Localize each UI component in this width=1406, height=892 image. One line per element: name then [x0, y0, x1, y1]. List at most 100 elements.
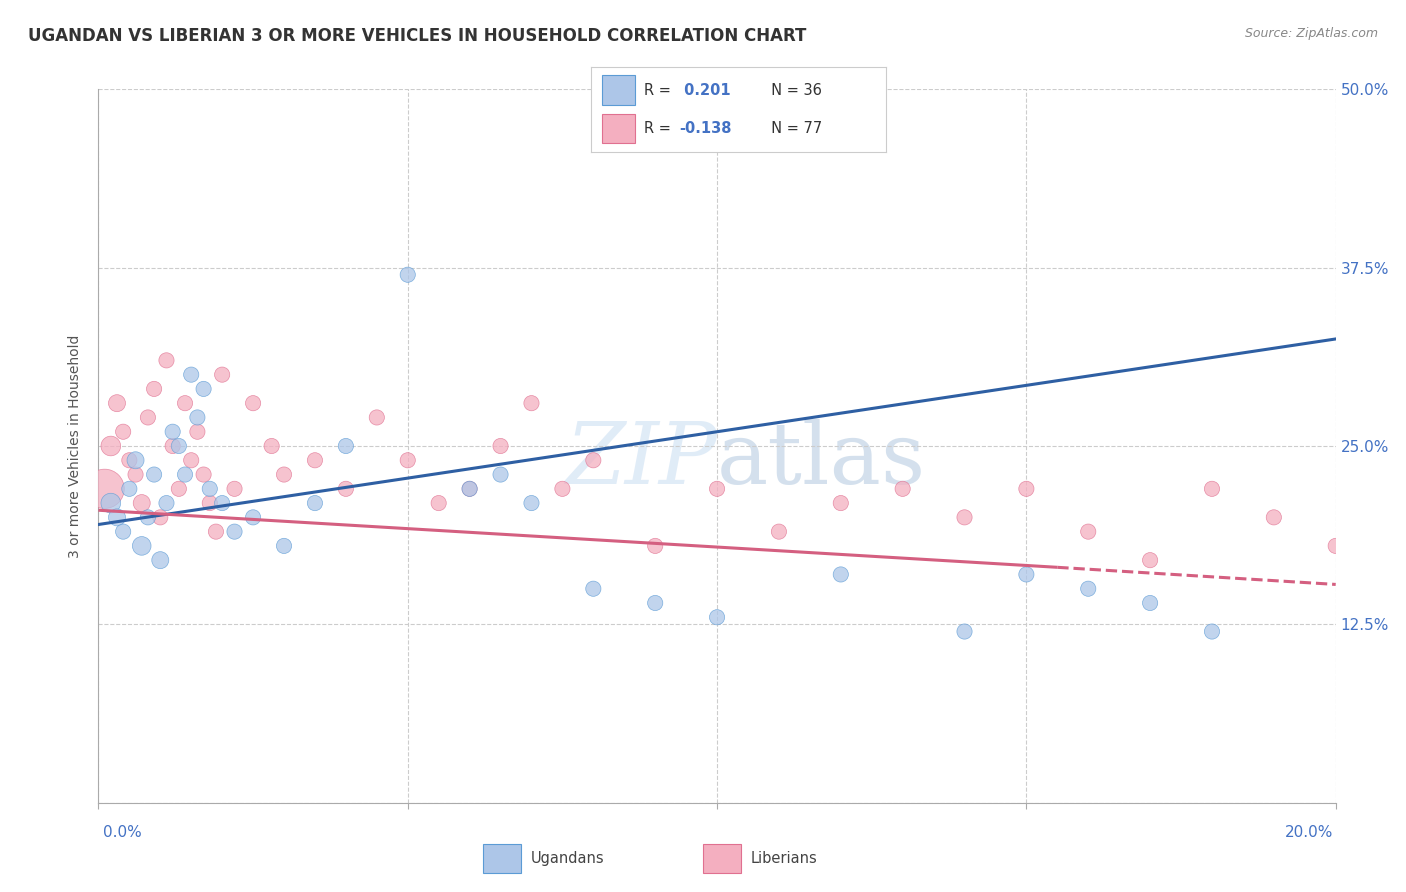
Bar	[602, 113, 636, 143]
Point	[458, 482, 481, 496]
Point	[551, 482, 574, 496]
Point	[143, 467, 166, 482]
Point	[193, 382, 215, 396]
Point	[242, 510, 264, 524]
Point	[167, 439, 190, 453]
Point	[582, 453, 605, 467]
Point	[891, 482, 914, 496]
Point	[112, 524, 135, 539]
Point	[143, 382, 166, 396]
Point	[100, 439, 122, 453]
Point	[93, 482, 115, 496]
Point	[224, 524, 246, 539]
Point	[112, 425, 135, 439]
Point	[1263, 510, 1285, 524]
Point	[193, 467, 215, 482]
Point	[186, 410, 208, 425]
Point	[1015, 482, 1038, 496]
Text: UGANDAN VS LIBERIAN 3 OR MORE VEHICLES IN HOUSEHOLD CORRELATION CHART: UGANDAN VS LIBERIAN 3 OR MORE VEHICLES I…	[28, 27, 807, 45]
Text: R =: R =	[644, 83, 675, 98]
Point	[396, 268, 419, 282]
Text: Ugandans: Ugandans	[531, 851, 605, 866]
Text: N = 36: N = 36	[762, 83, 821, 98]
Point	[953, 510, 976, 524]
Point	[118, 453, 141, 467]
Point	[198, 496, 221, 510]
Point	[489, 467, 512, 482]
Point	[162, 425, 184, 439]
Point	[105, 396, 128, 410]
Point	[304, 453, 326, 467]
Point	[1386, 482, 1406, 496]
Point	[205, 524, 228, 539]
Point	[273, 539, 295, 553]
Point	[1139, 596, 1161, 610]
Point	[427, 496, 450, 510]
Text: atlas: atlas	[717, 418, 927, 502]
Point	[155, 496, 177, 510]
Point	[224, 482, 246, 496]
Point	[149, 553, 172, 567]
Point	[198, 482, 221, 496]
Point	[520, 396, 543, 410]
Point	[396, 453, 419, 467]
Point	[167, 482, 190, 496]
Point	[335, 482, 357, 496]
Bar	[602, 76, 636, 105]
Point	[1077, 524, 1099, 539]
Point	[174, 396, 197, 410]
Point	[706, 482, 728, 496]
Text: 20.0%: 20.0%	[1285, 825, 1333, 840]
Point	[136, 510, 159, 524]
Point	[273, 467, 295, 482]
Point	[100, 496, 122, 510]
Point	[1201, 624, 1223, 639]
Y-axis label: 3 or more Vehicles in Household: 3 or more Vehicles in Household	[69, 334, 83, 558]
Text: ZIP: ZIP	[565, 419, 717, 501]
Point	[211, 368, 233, 382]
Point	[458, 482, 481, 496]
Point	[136, 410, 159, 425]
Point	[335, 439, 357, 453]
Point	[162, 439, 184, 453]
Point	[489, 439, 512, 453]
Text: Source: ZipAtlas.com: Source: ZipAtlas.com	[1244, 27, 1378, 40]
Point	[830, 496, 852, 510]
Point	[174, 467, 197, 482]
Point	[1015, 567, 1038, 582]
Bar	[703, 844, 741, 873]
Point	[644, 596, 666, 610]
Point	[186, 425, 208, 439]
Text: Liberians: Liberians	[751, 851, 817, 866]
Point	[644, 539, 666, 553]
Point	[124, 467, 146, 482]
Point	[1139, 553, 1161, 567]
Point	[155, 353, 177, 368]
Point	[830, 567, 852, 582]
Point	[706, 610, 728, 624]
Point	[366, 410, 388, 425]
Point	[242, 396, 264, 410]
Point	[1077, 582, 1099, 596]
Point	[520, 496, 543, 510]
Text: -0.138: -0.138	[679, 120, 731, 136]
Point	[131, 496, 153, 510]
Text: N = 77: N = 77	[762, 120, 823, 136]
Point	[260, 439, 283, 453]
Point	[768, 524, 790, 539]
Point	[105, 510, 128, 524]
Text: R =: R =	[644, 120, 675, 136]
Point	[180, 368, 202, 382]
Point	[124, 453, 146, 467]
Text: 0.0%: 0.0%	[103, 825, 142, 840]
Point	[1324, 539, 1347, 553]
Point	[211, 496, 233, 510]
Point	[953, 624, 976, 639]
Point	[149, 510, 172, 524]
Point	[118, 482, 141, 496]
Point	[131, 539, 153, 553]
Point	[180, 453, 202, 467]
Point	[1201, 482, 1223, 496]
Bar	[484, 844, 522, 873]
Point	[304, 496, 326, 510]
